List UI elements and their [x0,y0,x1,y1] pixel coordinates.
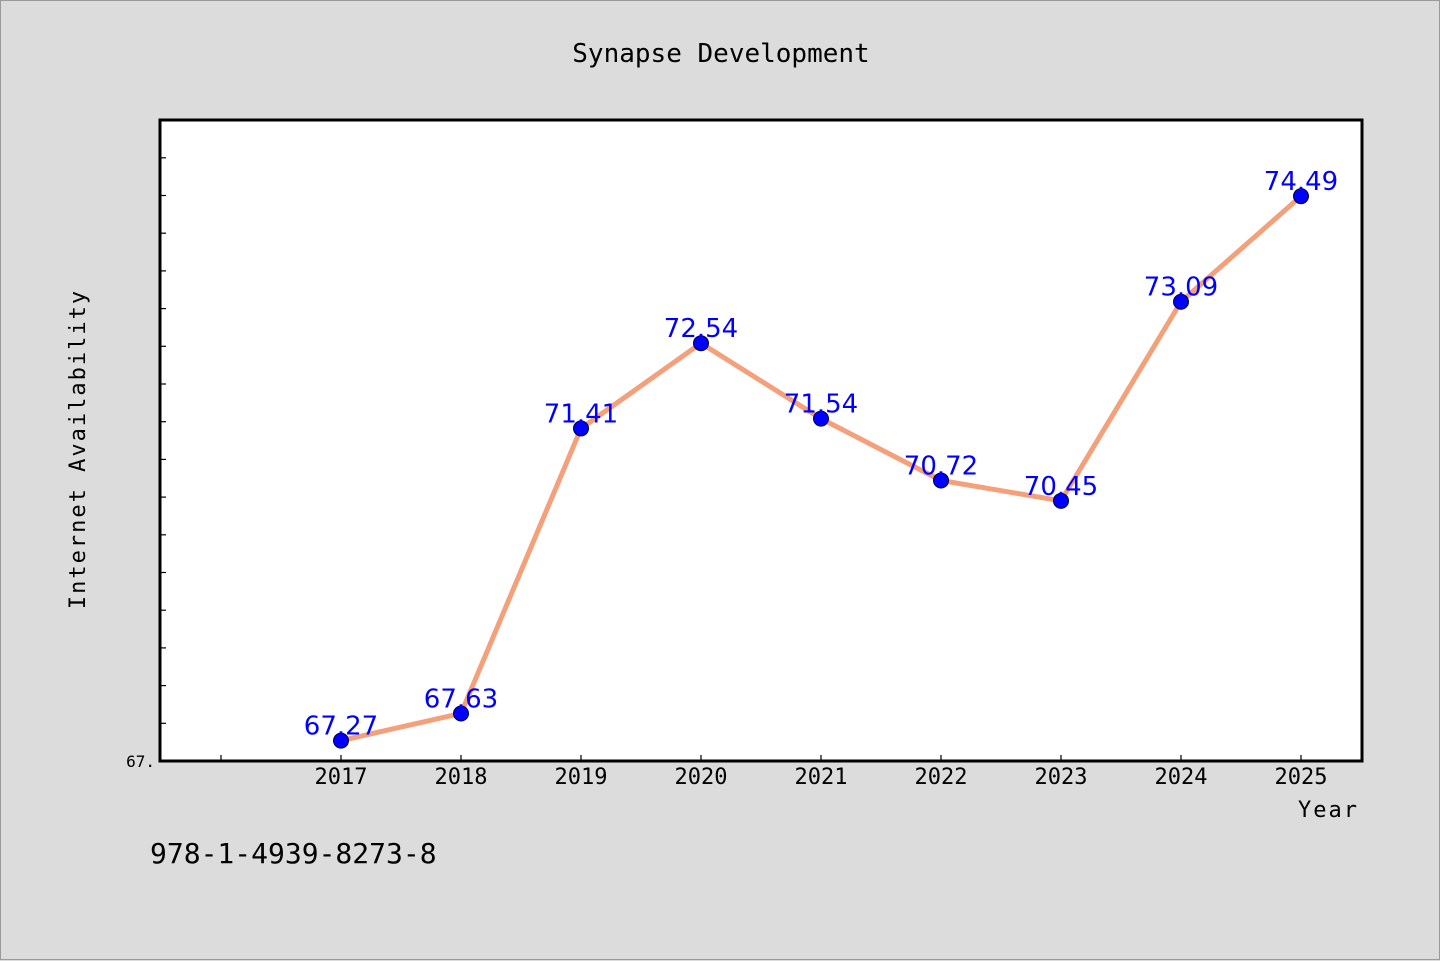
data-label: 74.49 [1264,167,1338,197]
x-tick-label: 2024 [1155,765,1208,790]
data-label: 70.45 [1024,472,1098,502]
y-minor-ticks [160,157,166,762]
data-label: 70.72 [904,451,978,481]
data-point [693,335,709,352]
x-ticks [220,755,1302,761]
x-tick-label: 2019 [555,765,608,790]
data-point [813,410,829,427]
data-label: 71.41 [544,399,618,429]
data-label: 73.09 [1144,273,1218,303]
y-tick-label: 67. [126,752,155,771]
series-markers [333,188,1309,749]
x-tick-label: 2025 [1275,765,1328,790]
data-point [573,420,589,437]
data-point [453,705,469,722]
x-tick-label: 2021 [795,765,848,790]
chart-title: Synapse Development [572,39,869,69]
x-tick-label: 2022 [915,765,968,790]
data-point [933,472,949,489]
data-label: 67.63 [424,684,498,714]
data-point [1173,293,1189,310]
data-label: 71.54 [784,390,858,420]
data-point [1053,492,1069,509]
data-point [333,732,349,749]
x-tick-label: 2017 [315,765,368,790]
x-tick-label: 2023 [1035,765,1088,790]
footer-isbn: 978-1-4939-8273-8 [150,837,437,870]
data-labels: 67.27 67.63 71.41 72.54 71.54 70.72 70.45 73.09… [304,167,1338,741]
x-tick-labels: 2017 2018 2019 2020 2021 2022 2023 2024 2025 [315,765,1328,790]
data-point [1293,188,1309,205]
data-label: 72.54 [664,314,738,344]
x-tick-label: 2020 [675,765,728,790]
x-tick-label: 2018 [435,765,488,790]
plot-area [158,118,1364,763]
data-label: 67.27 [304,712,378,742]
x-axis-label: Year [1298,798,1359,823]
y-axis-label: Internet Availability [66,289,91,609]
